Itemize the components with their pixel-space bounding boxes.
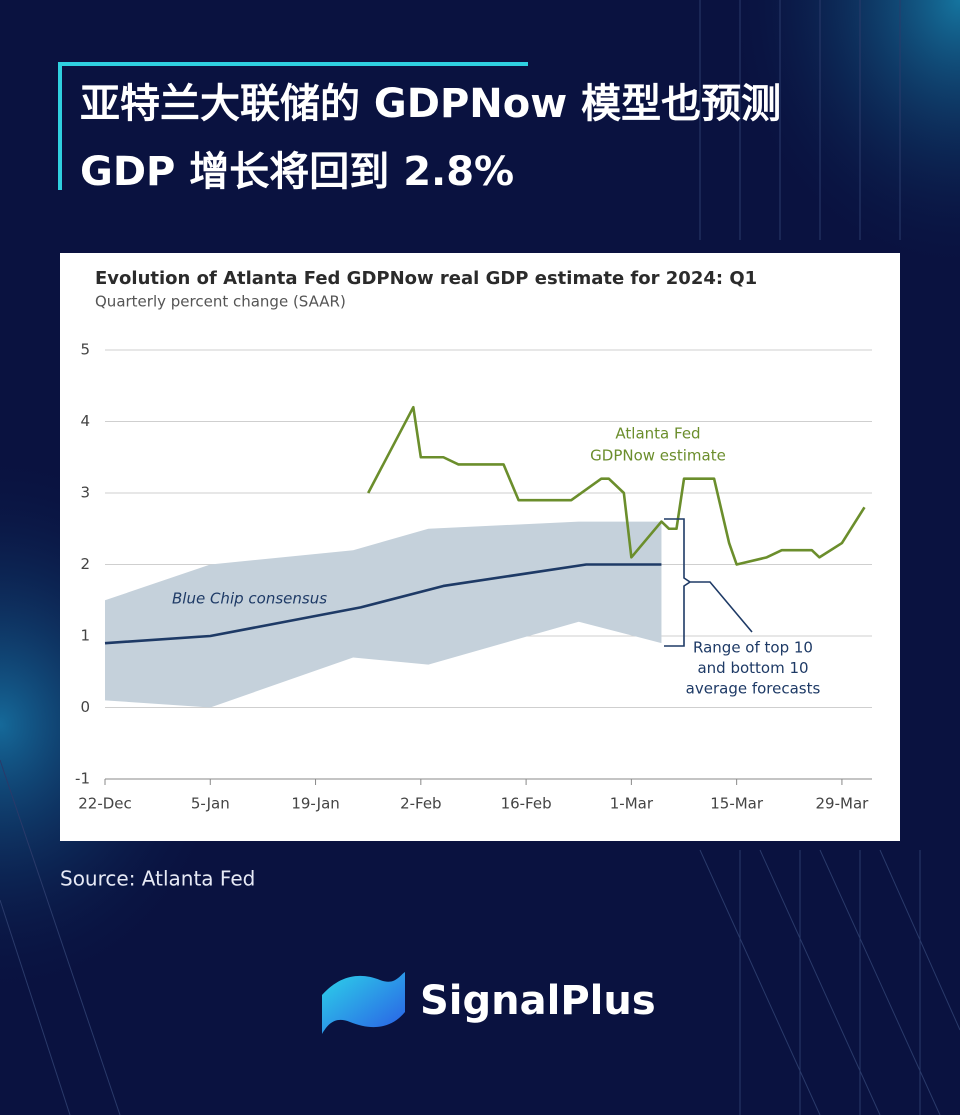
- x-tick-label: 29-Mar: [816, 795, 870, 813]
- y-tick-label: -1: [75, 770, 90, 788]
- annotation: Atlanta Fed: [615, 425, 700, 443]
- x-tick-label: 1-Mar: [610, 795, 654, 813]
- series-line: [104, 563, 662, 645]
- x-tick-label: 5-Jan: [191, 795, 230, 813]
- y-tick-label: 4: [80, 412, 90, 430]
- annotation: GDPNow estimate: [590, 447, 726, 465]
- x-tick-label: 15-Mar: [710, 795, 764, 813]
- range-band: [105, 521, 662, 708]
- y-tick-label: 0: [80, 698, 90, 716]
- chart-title: Evolution of Atlanta Fed GDPNow real GDP…: [95, 268, 757, 289]
- chart-subtitle: Quarterly percent change (SAAR): [95, 293, 346, 311]
- x-tick-label: 2-Feb: [400, 795, 442, 813]
- y-tick-label: 3: [80, 484, 90, 502]
- x-tick-label: 22-Dec: [78, 795, 132, 813]
- y-tick-label: 1: [80, 627, 90, 645]
- source: Source: Atlanta Fed: [60, 867, 255, 891]
- y-tick-label: 2: [80, 555, 90, 573]
- annotation: average forecasts: [686, 680, 821, 698]
- range-bracket: [664, 518, 753, 647]
- logo: [322, 972, 405, 1034]
- x-tick-label: 19-Jan: [291, 795, 339, 813]
- brand: SignalPlus: [420, 978, 656, 1024]
- annotation: Range of top 10: [693, 639, 813, 657]
- accent-bracket: [58, 62, 528, 190]
- headline: 亚特兰大联储的 GDPNow 模型也预测: [80, 81, 781, 127]
- x-tick-label: 16-Feb: [501, 795, 552, 813]
- annotation: Blue Chip consensus: [172, 590, 327, 608]
- y-tick-label: 5: [80, 341, 90, 359]
- annotation: and bottom 10: [697, 659, 808, 677]
- series-line: [367, 405, 866, 566]
- plot: -1 0 1 2 3 4 5 22-Dec 5-Jan 19-Jan 2-Feb 16-Feb 1-Ma…: [75, 341, 872, 813]
- headline: GDP 增长将回到 2.8%: [80, 149, 514, 195]
